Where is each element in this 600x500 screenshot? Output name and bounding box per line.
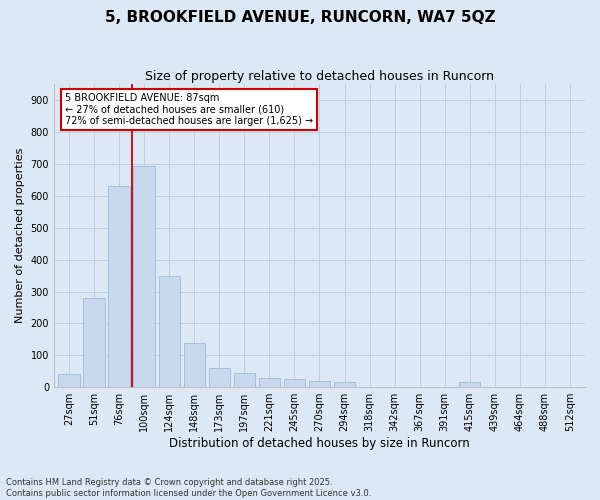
Bar — [309, 381, 330, 387]
Bar — [83, 298, 104, 387]
X-axis label: Distribution of detached houses by size in Runcorn: Distribution of detached houses by size … — [169, 437, 470, 450]
Text: 5 BROOKFIELD AVENUE: 87sqm
← 27% of detached houses are smaller (610)
72% of sem: 5 BROOKFIELD AVENUE: 87sqm ← 27% of deta… — [65, 94, 313, 126]
Bar — [58, 374, 80, 387]
Bar — [233, 373, 255, 387]
Bar — [209, 368, 230, 387]
Bar — [109, 186, 130, 387]
Bar — [459, 382, 481, 387]
Bar — [158, 276, 180, 387]
Title: Size of property relative to detached houses in Runcorn: Size of property relative to detached ho… — [145, 70, 494, 83]
Text: 5, BROOKFIELD AVENUE, RUNCORN, WA7 5QZ: 5, BROOKFIELD AVENUE, RUNCORN, WA7 5QZ — [104, 10, 496, 25]
Bar — [334, 382, 355, 387]
Bar — [133, 166, 155, 387]
Bar — [184, 342, 205, 387]
Bar — [259, 378, 280, 387]
Bar — [284, 379, 305, 387]
Text: Contains HM Land Registry data © Crown copyright and database right 2025.
Contai: Contains HM Land Registry data © Crown c… — [6, 478, 371, 498]
Y-axis label: Number of detached properties: Number of detached properties — [15, 148, 25, 324]
